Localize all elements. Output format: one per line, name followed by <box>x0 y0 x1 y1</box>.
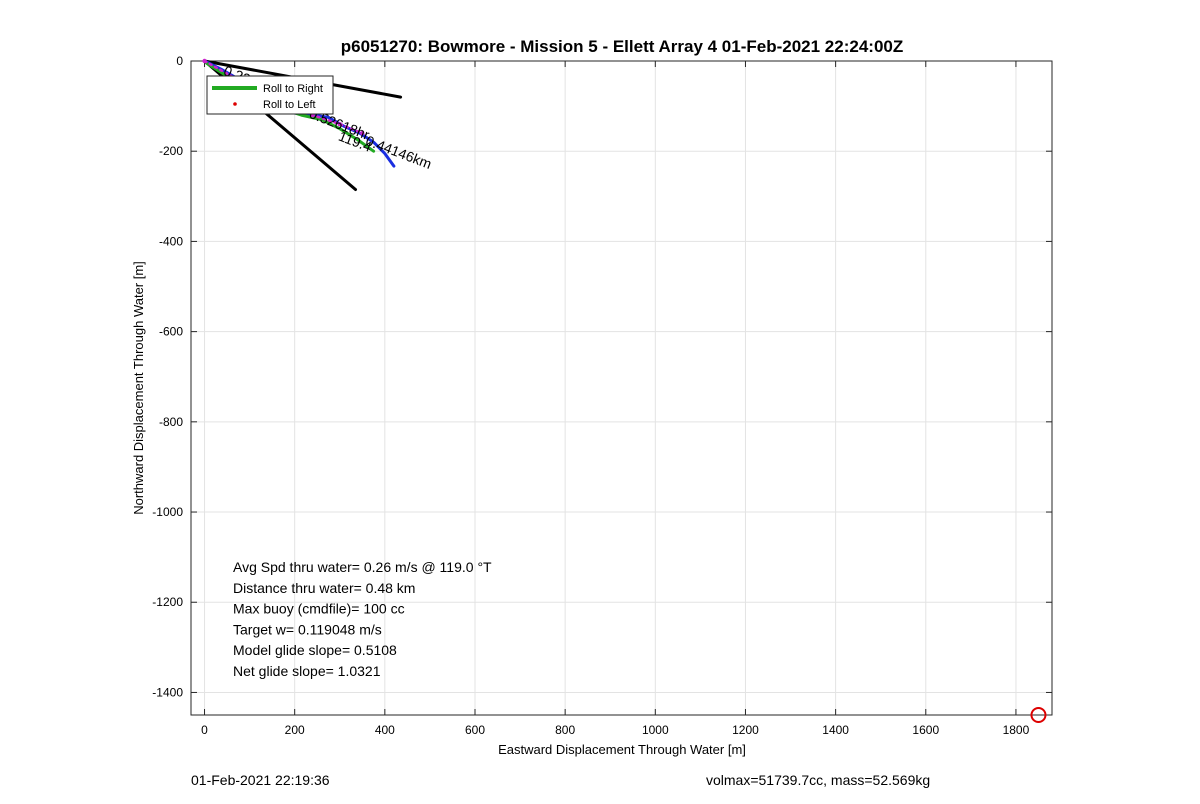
stats-line: Model glide slope= 0.5108 <box>233 642 397 658</box>
legend-label: Roll to Right <box>263 83 323 95</box>
y-tick-label: -1000 <box>152 505 183 519</box>
x-tick-label: 1400 <box>822 723 849 737</box>
legend-swatch-dot <box>233 102 237 106</box>
footer-volmax-mass: volmax=51739.7cc, mass=52.569kg <box>706 772 931 788</box>
x-tick-label: 800 <box>555 723 575 737</box>
y-tick-label: -1400 <box>152 685 183 699</box>
axes-box <box>190 60 1053 716</box>
dotted-track-point <box>202 58 207 64</box>
stats-line: Distance thru water= 0.48 km <box>233 580 415 596</box>
stats-block: Avg Spd thru water= 0.26 m/s @ 119.0 °T D… <box>233 559 492 679</box>
y-axis-label: Northward Displacement Through Water [m] <box>131 261 146 515</box>
legend: Roll to Right Roll to Left <box>206 75 334 115</box>
stats-line: Avg Spd thru water= 0.26 m/s @ 119.0 °T <box>233 559 492 575</box>
stats-line: Max buoy (cmdfile)= 100 cc <box>233 601 405 617</box>
stats-line: Target w= 0.119048 m/s <box>233 621 382 637</box>
x-tick-label: 600 <box>465 723 485 737</box>
x-tick-label: 1000 <box>642 723 669 737</box>
x-tick-label: 1200 <box>732 723 759 737</box>
y-tick-label: -800 <box>159 415 183 429</box>
legend-label: Roll to Left <box>263 99 316 111</box>
x-tick-label: 200 <box>285 723 305 737</box>
dotted-track-point <box>360 130 365 136</box>
stats-line: Net glide slope= 1.0321 <box>233 663 381 679</box>
end-position-marker <box>1030 707 1047 723</box>
y-tick-label: 0 <box>176 54 183 68</box>
legend-box <box>206 75 334 115</box>
x-tick-label: 1600 <box>912 723 939 737</box>
x-tick-label: 0 <box>201 723 208 737</box>
x-axis-label: Eastward Displacement Through Water [m] <box>498 742 746 757</box>
dotted-track-point <box>337 121 342 127</box>
chart-title: p6051270: Bowmore - Mission 5 - Ellett A… <box>341 37 904 56</box>
y-tick-label: -400 <box>159 234 183 248</box>
y-tick-label: -600 <box>159 325 183 339</box>
x-tick-label: 1800 <box>1003 723 1030 737</box>
y-tick-label: -1200 <box>152 595 183 609</box>
axes: 0 200 400 600 800 1000 1200 1400 1600 1800 0 -200 -4… <box>152 54 1053 737</box>
footer-timestamp: 01-Feb-2021 22:19:36 <box>191 772 330 788</box>
x-tick-label: 400 <box>375 723 395 737</box>
y-tick-label: -200 <box>159 144 183 158</box>
